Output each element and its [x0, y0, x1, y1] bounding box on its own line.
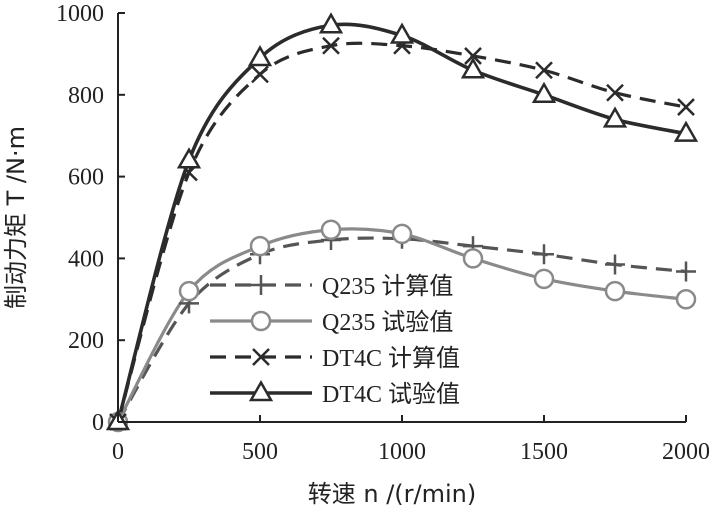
legend: Q235 计算值 Q235 试验值 DT4C 计算值 DT4C 试验值 [210, 273, 460, 408]
series-2-point [320, 219, 342, 241]
y-axis-title: 制动力矩 T /N·m [2, 126, 30, 309]
legend-marker-1 [251, 275, 271, 295]
y-tick-label: 600 [68, 165, 104, 191]
series-2-point [462, 248, 484, 269]
series-2-point [675, 289, 697, 310]
legend-marker-2 [250, 310, 272, 332]
series-4-point [460, 57, 486, 79]
y-tick-label: 800 [68, 83, 104, 109]
legend-label-1: Q235 计算值 [322, 273, 453, 300]
series-4-point [602, 106, 628, 128]
series-4-point [389, 22, 415, 44]
plot-area [105, 12, 699, 433]
series-3-point [535, 61, 553, 80]
y-tick-label: 1000 [56, 1, 104, 27]
series-1-point [605, 254, 625, 275]
series-1-point [534, 244, 554, 265]
series-4-point [531, 81, 557, 104]
y-tick-label: 0 [92, 410, 104, 436]
x-tick-label: 500 [242, 439, 278, 465]
x-tick-label: 1500 [520, 439, 568, 465]
legend-label-4: DT4C 试验值 [322, 381, 460, 408]
series-2-point [533, 268, 555, 290]
y-tick-label: 200 [68, 328, 104, 354]
series-2-point [391, 223, 413, 245]
x-axis-title: 转速 n /(r/min) [308, 480, 477, 508]
series-line-3 [116, 41, 687, 423]
series-3-point [677, 98, 695, 116]
series-3-point [464, 47, 482, 65]
x-tick-label: 1000 [378, 439, 426, 465]
series-4-point [673, 120, 699, 142]
series-4-point [176, 147, 202, 169]
x-tick-label: 2000 [662, 439, 710, 465]
series-2-point [249, 235, 271, 257]
series-4-point [247, 44, 273, 67]
legend-label-2: Q235 试验值 [322, 309, 453, 336]
series-3-point [606, 83, 624, 102]
series-2-point [178, 280, 200, 302]
axes: 0 500 1000 1500 2000 0 200 400 600 800 1000 [56, 1, 710, 465]
series-2-point [604, 280, 626, 302]
series-4-point [318, 12, 344, 34]
series-1-point [676, 261, 696, 282]
y-tick-label: 400 [68, 246, 104, 272]
series-3-point [322, 36, 340, 55]
legend-label-3: DT4C 计算值 [322, 345, 460, 372]
x-tick-label: 0 [112, 439, 124, 465]
series-3-point [251, 65, 269, 84]
legend-marker-3 [252, 348, 270, 366]
legend-marker-4 [248, 379, 274, 402]
